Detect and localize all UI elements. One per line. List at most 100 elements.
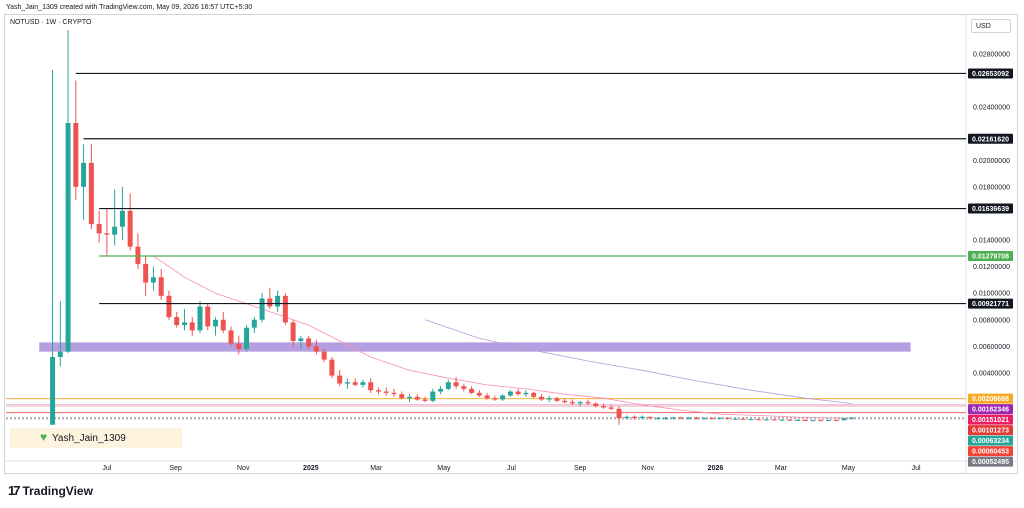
candle-body-35[interactable] xyxy=(321,351,327,360)
candle-body-85[interactable] xyxy=(709,418,715,420)
candle-body-25[interactable] xyxy=(244,327,250,350)
candle-body-8[interactable] xyxy=(112,226,118,235)
candle-body-37[interactable] xyxy=(337,375,343,384)
candle-body-53[interactable] xyxy=(461,386,467,389)
candle-body-45[interactable] xyxy=(399,394,405,399)
candle-body-89[interactable] xyxy=(740,418,746,420)
candle-body-75[interactable] xyxy=(632,416,638,419)
candle-body-42[interactable] xyxy=(375,390,381,392)
candle-body-98[interactable] xyxy=(810,420,816,422)
candle-body-52[interactable] xyxy=(453,382,459,387)
candle-body-66[interactable] xyxy=(562,400,568,403)
candle-body-101[interactable] xyxy=(833,419,839,421)
candle-body-103[interactable] xyxy=(849,417,855,419)
candle-body-4[interactable] xyxy=(81,162,87,187)
candle-body-68[interactable] xyxy=(577,402,583,404)
candle-body-33[interactable] xyxy=(306,338,312,347)
candle-body-1[interactable] xyxy=(57,351,63,357)
candle-body-97[interactable] xyxy=(802,419,808,421)
candle-body-34[interactable] xyxy=(313,346,319,352)
candle-body-23[interactable] xyxy=(228,330,234,344)
candle-body-11[interactable] xyxy=(135,246,141,264)
candle-body-99[interactable] xyxy=(818,420,824,422)
candle-body-63[interactable] xyxy=(538,396,544,400)
candle-body-27[interactable] xyxy=(259,298,265,320)
candle-body-15[interactable] xyxy=(166,295,172,318)
candle-body-38[interactable] xyxy=(344,382,350,384)
candle-body-30[interactable] xyxy=(282,295,288,323)
candle-body-95[interactable] xyxy=(787,419,793,421)
candle-body-5[interactable] xyxy=(88,162,94,225)
candle-body-22[interactable] xyxy=(220,319,226,331)
candle-body-57[interactable] xyxy=(492,398,498,400)
candle-body-58[interactable] xyxy=(500,395,506,400)
candle-body-82[interactable] xyxy=(686,417,692,419)
candle-body-91[interactable] xyxy=(756,419,762,421)
candle-body-72[interactable] xyxy=(608,407,614,409)
candle-body-94[interactable] xyxy=(779,419,785,421)
candle-body-44[interactable] xyxy=(391,392,397,395)
candle-body-18[interactable] xyxy=(189,322,195,331)
candle-body-13[interactable] xyxy=(150,277,156,283)
candle-body-39[interactable] xyxy=(352,382,358,385)
candle-body-92[interactable] xyxy=(763,419,769,421)
candle-body-56[interactable] xyxy=(484,395,490,399)
candle-body-83[interactable] xyxy=(694,417,700,419)
candle-body-60[interactable] xyxy=(515,391,521,395)
candle-body-93[interactable] xyxy=(771,419,777,421)
candle-body-80[interactable] xyxy=(670,417,676,419)
candle-body-41[interactable] xyxy=(368,382,374,391)
candle-body-6[interactable] xyxy=(96,224,102,234)
candle-body-55[interactable] xyxy=(476,392,482,396)
candle-body-40[interactable] xyxy=(360,382,366,385)
candle-body-54[interactable] xyxy=(469,388,475,393)
candle-body-19[interactable] xyxy=(197,306,203,331)
candle-body-36[interactable] xyxy=(329,359,335,376)
candle-body-12[interactable] xyxy=(143,263,149,283)
candle-body-32[interactable] xyxy=(298,338,304,342)
candle-body-7[interactable] xyxy=(104,233,110,235)
candle-body-76[interactable] xyxy=(639,416,645,419)
candle-body-26[interactable] xyxy=(251,319,257,328)
candle-body-46[interactable] xyxy=(407,396,413,399)
candle-body-88[interactable] xyxy=(732,418,738,420)
candle-body-100[interactable] xyxy=(826,419,832,421)
candle-body-10[interactable] xyxy=(127,210,133,247)
candle-body-61[interactable] xyxy=(523,392,529,395)
candle-body-65[interactable] xyxy=(554,398,560,401)
candle-body-24[interactable] xyxy=(236,343,242,350)
candle-body-2[interactable] xyxy=(65,123,71,352)
candle-body-28[interactable] xyxy=(267,298,273,307)
candle-body-102[interactable] xyxy=(841,418,847,421)
candle-body-0[interactable] xyxy=(50,356,56,425)
candle-body-77[interactable] xyxy=(647,416,653,419)
candle-body-47[interactable] xyxy=(414,396,420,400)
candle-body-78[interactable] xyxy=(655,418,661,420)
currency-selector[interactable]: USD xyxy=(971,19,1011,33)
candle-body-31[interactable] xyxy=(290,322,296,342)
candle-body-21[interactable] xyxy=(213,319,219,327)
candle-body-74[interactable] xyxy=(624,416,630,419)
candle-body-86[interactable] xyxy=(717,417,723,419)
candle-body-90[interactable] xyxy=(748,419,754,421)
candle-body-43[interactable] xyxy=(383,391,389,393)
candle-body-17[interactable] xyxy=(181,322,187,326)
tradingview-logo[interactable]: 17 TradingView xyxy=(8,483,93,498)
candle-body-64[interactable] xyxy=(546,398,552,400)
candle-body-9[interactable] xyxy=(119,210,125,227)
candle-body-14[interactable] xyxy=(158,277,164,296)
candle-body-67[interactable] xyxy=(569,402,575,404)
candle-body-69[interactable] xyxy=(585,402,591,404)
candle-body-59[interactable] xyxy=(507,391,513,396)
candle-body-96[interactable] xyxy=(795,419,801,421)
candle-body-87[interactable] xyxy=(725,417,731,419)
candle-body-51[interactable] xyxy=(445,382,451,389)
candle-body-48[interactable] xyxy=(422,399,428,401)
candle-body-71[interactable] xyxy=(601,406,607,408)
candle-body-50[interactable] xyxy=(438,388,444,392)
candle-body-73[interactable] xyxy=(616,408,622,419)
candle-body-81[interactable] xyxy=(678,417,684,419)
candle-body-29[interactable] xyxy=(275,295,281,307)
symbol-info[interactable]: NOTUSD · 1W · CRYPTO xyxy=(10,19,92,26)
